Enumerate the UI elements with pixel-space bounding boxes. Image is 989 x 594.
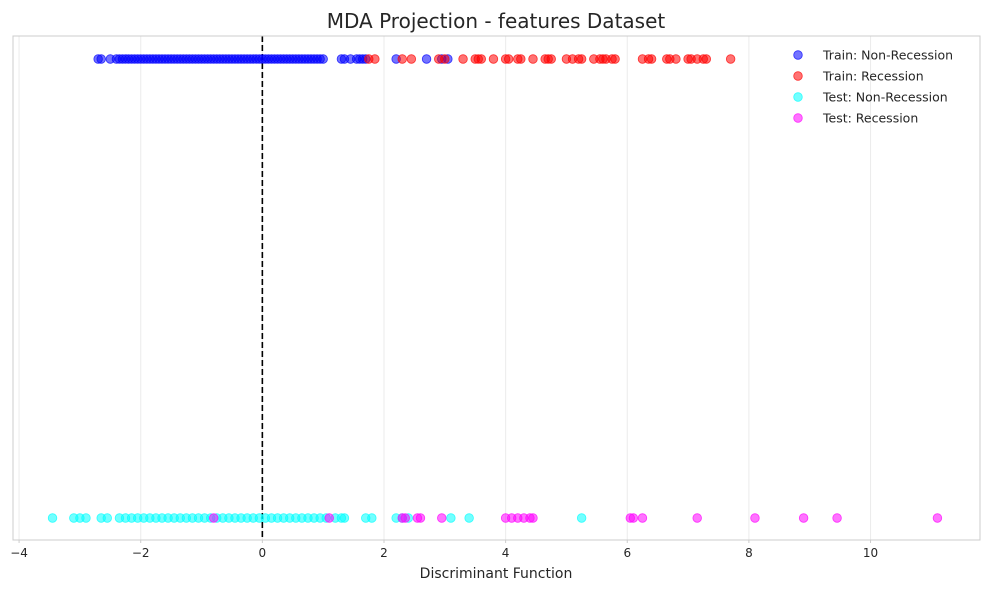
series-3 [208,513,943,523]
x-tick-label-5: 6 [623,546,631,560]
data-point-1-15 [528,54,538,64]
data-point-1-9 [476,54,486,64]
data-point-2-50 [464,513,474,523]
data-point-2-51 [576,513,587,523]
data-point-3-17 [750,513,760,523]
data-point-3-5 [415,513,426,523]
x-tick-label-6: 8 [745,546,753,560]
data-point-1-18 [546,54,556,64]
data-point-1-40 [725,54,736,64]
data-point-2-45 [367,513,377,523]
data-point-3-18 [798,513,809,523]
data-point-3-6 [437,513,447,523]
data-point-1-3 [406,54,417,64]
data-points [47,54,943,523]
data-point-1-14 [516,54,526,64]
data-point-3-12 [528,513,538,523]
data-point-1-10 [488,54,499,64]
series-2 [47,513,587,523]
data-point-1-1 [370,54,380,64]
data-point-1-22 [576,54,587,64]
plot-frame [12,35,981,541]
data-point-3-3 [400,513,410,523]
legend-label-3: Test: Recession [822,111,918,126]
data-point-3-15 [637,513,648,523]
data-point-2-5 [102,513,112,523]
x-tick-label-1: −2 [132,546,150,560]
legend-label-1: Train: Recession [822,69,924,84]
data-point-2-43 [339,513,350,523]
legend-item-0[interactable]: Train: Non-Recession [793,48,953,63]
data-point-3-14 [628,513,639,523]
x-tick-label-0: −4 [10,546,28,560]
data-point-1-2 [397,54,407,64]
data-point-3-20 [932,513,943,523]
data-point-0-71 [318,54,328,64]
legend-label-2: Test: Non-Recession [822,90,948,105]
data-point-1-5 [440,54,450,64]
data-point-1-39 [701,54,712,64]
data-point-1-12 [503,54,514,64]
x-tick-label-2: 0 [259,546,267,560]
legend-marker-2 [793,92,803,102]
legend-item-1[interactable]: Train: Recession [793,69,924,84]
legend-marker-3 [793,113,803,123]
legend[interactable]: Train: Non-Recession Train: Recession Test… [793,48,953,126]
data-point-0-1 [96,54,106,64]
legend-item-3[interactable]: Test: Recession [793,111,919,126]
legend-marker-1 [793,71,803,81]
series-1 [364,54,736,64]
x-tick-label-7: 10 [863,546,878,560]
data-point-1-34 [671,54,681,64]
data-point-0-80 [421,54,432,64]
data-point-3-16 [692,513,702,523]
legend-item-2[interactable]: Test: Non-Recession [793,90,948,105]
data-point-3-1 [324,513,334,523]
data-point-2-49 [446,513,456,523]
x-tick-label-4: 4 [502,546,510,560]
data-point-3-0 [208,513,219,523]
data-point-3-19 [832,513,842,523]
data-point-1-31 [646,54,657,64]
legend-marker-0 [793,50,803,60]
data-point-1-6 [458,54,468,64]
x-tick-label-3: 2 [380,546,388,560]
data-point-1-28 [610,54,620,64]
data-point-2-3 [81,513,91,523]
x-axis-ticks: −4 −2 0 2 4 6 8 10 [10,540,878,560]
data-point-2-0 [47,513,58,523]
x-axis-label: Discriminant Function [420,566,573,582]
chart-title: MDA Projection - features Dataset [327,9,666,33]
legend-label-0: Train: Non-Recession [822,48,953,63]
